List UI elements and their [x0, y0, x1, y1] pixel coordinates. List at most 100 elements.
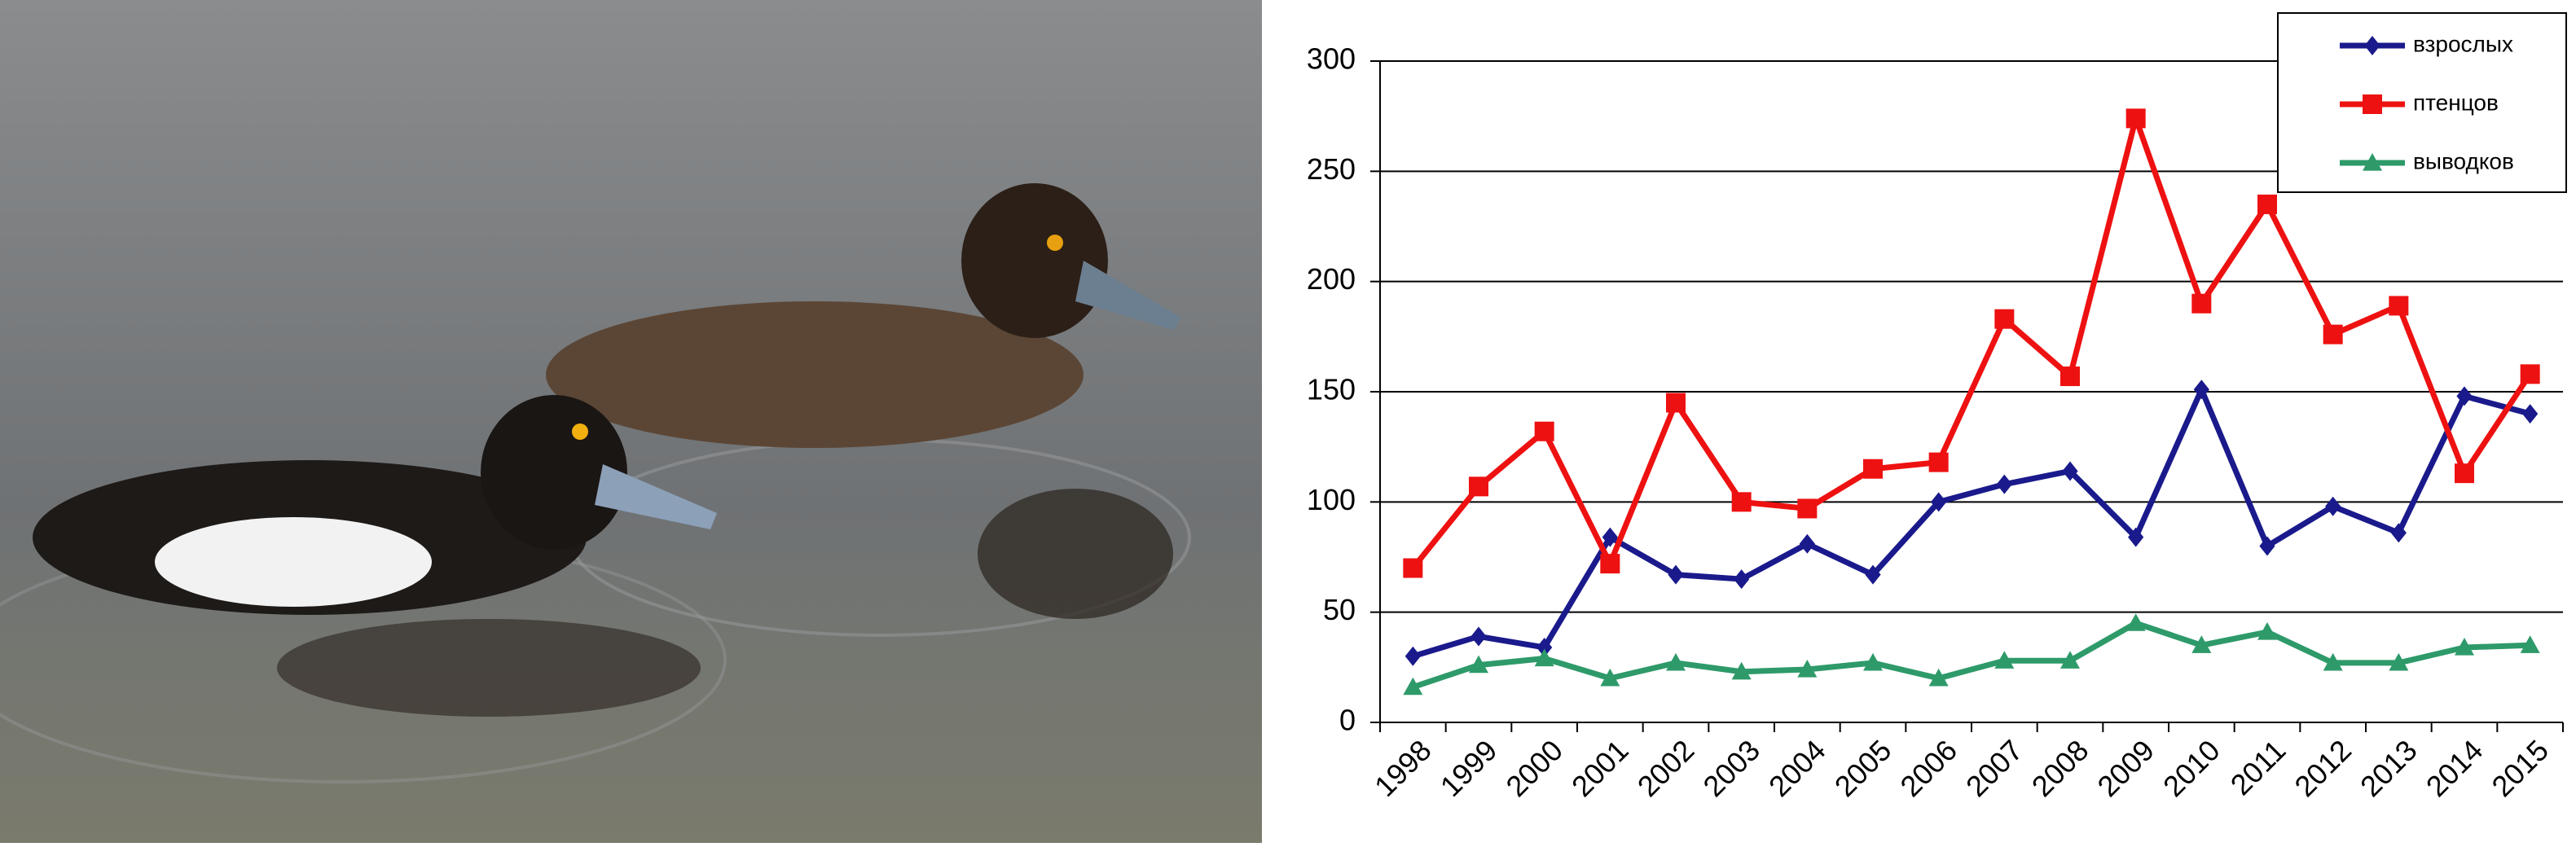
reflection	[277, 619, 701, 717]
marker	[2363, 153, 2382, 171]
marker	[1600, 668, 1620, 687]
x-tick-label: 2009	[2090, 733, 2161, 803]
marker	[1470, 626, 1487, 647]
marker	[2364, 36, 2380, 55]
marker	[2323, 324, 2343, 345]
marker	[2389, 652, 2409, 671]
marker	[1865, 564, 1881, 585]
marker	[2259, 536, 2275, 556]
marker	[1863, 459, 1883, 479]
y-tick-label: 50	[1323, 593, 1356, 626]
marker	[1666, 393, 1686, 413]
chart: 0501001502002503001998199920002001200220…	[1307, 12, 2567, 803]
marker	[1534, 648, 1554, 667]
x-tick-label: 2007	[1959, 733, 2029, 803]
photo	[0, 0, 1262, 843]
marker	[2520, 635, 2540, 653]
female-head	[961, 183, 1108, 338]
legend-box	[2277, 12, 2567, 193]
female-bill	[1075, 261, 1181, 330]
female-body	[546, 301, 1084, 448]
series-line	[1412, 620, 2530, 691]
marker	[1668, 564, 1684, 585]
marker	[1403, 677, 1423, 696]
marker	[2257, 194, 2277, 214]
marker	[1863, 652, 1883, 671]
marker	[1994, 651, 2015, 669]
marker	[2060, 366, 2080, 387]
x-tick-label: 2001	[1565, 733, 1635, 803]
marker	[1666, 652, 1686, 671]
y-tick-label: 200	[1307, 262, 1356, 296]
marker	[1931, 492, 1947, 512]
x-tick-label: 2012	[2288, 733, 2358, 803]
marker	[1731, 661, 1752, 680]
marker	[2323, 652, 2343, 671]
marker	[1928, 452, 1949, 472]
marker	[1536, 637, 1553, 657]
marker	[2125, 108, 2146, 129]
marker	[2191, 635, 2212, 653]
marker	[1994, 309, 2015, 329]
marker	[2455, 463, 2474, 484]
male-bill	[595, 464, 717, 529]
x-tick-label: 2005	[1828, 733, 1898, 803]
x-tick-label: 2004	[1762, 733, 1832, 803]
series-line	[1412, 386, 2531, 660]
legend: взрослых птенцов выводков	[2277, 12, 2567, 193]
marker	[1734, 569, 1750, 590]
male-head	[481, 395, 627, 550]
marker	[2389, 296, 2409, 316]
marker	[2325, 496, 2341, 516]
marker	[1534, 421, 1554, 441]
marker	[2522, 404, 2539, 424]
marker	[2062, 461, 2078, 481]
x-tick-label: 2011	[2224, 733, 2292, 801]
x-tick-label: 1999	[1434, 733, 1504, 803]
marker	[2060, 651, 2080, 669]
marker	[1404, 646, 1421, 666]
x-tick-label: 2000	[1499, 733, 1569, 803]
marker	[2128, 527, 2144, 547]
marker	[2456, 386, 2473, 406]
reflection	[978, 489, 1173, 619]
marker	[2257, 622, 2277, 640]
series-line	[1410, 115, 2533, 570]
x-tick-label: 2015	[2485, 733, 2555, 803]
marker	[2363, 94, 2382, 114]
marker	[1799, 533, 1815, 554]
y-tick-label: 150	[1307, 373, 1356, 406]
x-tick-label: 2006	[1893, 733, 1963, 803]
marker	[1996, 474, 2012, 494]
male-eye	[572, 424, 588, 440]
marker	[2125, 613, 2146, 631]
marker	[2520, 364, 2540, 384]
marker	[1469, 476, 1488, 497]
legend-label: взрослых	[2413, 31, 2513, 56]
x-tick-label: 2002	[1631, 733, 1701, 803]
x-tick-label: 1998	[1368, 733, 1438, 803]
marker	[1797, 660, 1818, 678]
marker	[1731, 492, 1752, 512]
y-tick-label: 0	[1339, 704, 1356, 737]
y-tick-label: 100	[1307, 483, 1356, 516]
marker	[1797, 498, 1818, 519]
x-tick-label: 2008	[2025, 733, 2095, 803]
y-tick-label: 250	[1307, 152, 1356, 186]
legend-label: птенцов	[2413, 90, 2499, 115]
legend-label: выводков	[2413, 148, 2514, 173]
marker	[2191, 293, 2212, 314]
female-eye	[1047, 235, 1063, 251]
x-tick-label: 2010	[2156, 733, 2227, 803]
x-tick-label: 2013	[2354, 733, 2424, 803]
marker	[2193, 380, 2209, 400]
marker	[1403, 558, 1423, 578]
marker	[1602, 527, 1618, 547]
x-tick-label: 2014	[2420, 733, 2490, 803]
marker	[1928, 668, 1949, 687]
x-tick-label: 2003	[1696, 733, 1766, 803]
marker	[2390, 523, 2407, 543]
y-tick-label: 300	[1307, 42, 1356, 76]
